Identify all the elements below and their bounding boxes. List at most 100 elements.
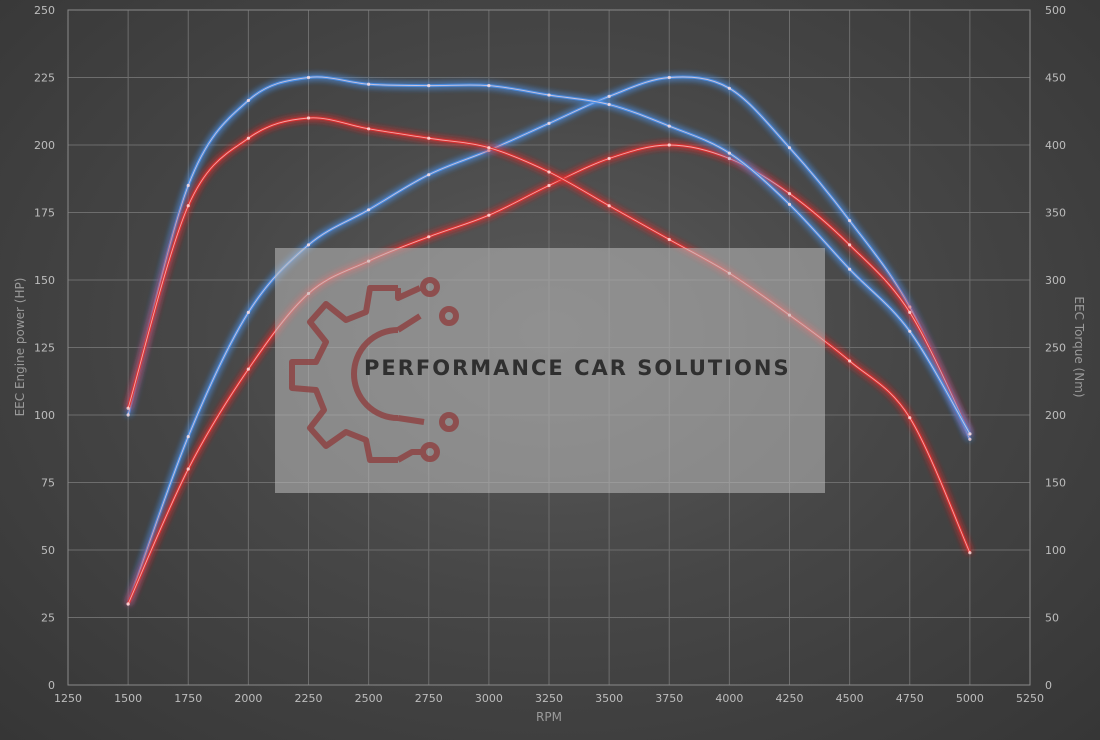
data-point (787, 202, 792, 206)
data-point (367, 208, 371, 212)
y-tick-label: 0 (48, 679, 55, 692)
data-point (968, 551, 972, 555)
data-point (607, 156, 611, 161)
y-axis-title: EEC Engine power (HP) (13, 278, 27, 417)
y2-tick-label: 200 (1045, 409, 1066, 422)
y-axis-left: 0 25 50 75 100 125 150 175 200 225 250 (34, 4, 55, 692)
y2-axis-title: EEC Torque (Nm) (1072, 296, 1086, 397)
data-point (848, 219, 852, 223)
data-point (306, 75, 311, 80)
data-point (727, 151, 731, 155)
data-point (787, 192, 792, 196)
watermark: PERFORMANCE CAR SOLUTIONS (275, 248, 825, 493)
data-point (186, 183, 190, 188)
gear-icon (289, 277, 459, 463)
data-point (727, 156, 731, 161)
series-2 (126, 143, 972, 606)
y-axis-right: 0 50 100 150 200 250 300 350 400 450 500 (1045, 4, 1066, 692)
data-point (848, 359, 852, 363)
data-point (186, 204, 190, 208)
data-point (848, 243, 852, 247)
data-point (126, 413, 130, 417)
y2-tick-label: 400 (1045, 139, 1066, 152)
data-point (246, 136, 250, 140)
x-tick-label: 3500 (595, 692, 623, 705)
data-point (487, 84, 491, 88)
x-tick-label: 5250 (1016, 692, 1044, 705)
data-point (667, 237, 671, 242)
data-point (367, 127, 371, 131)
data-point (667, 143, 671, 147)
data-point (186, 435, 190, 439)
y2-tick-label: 50 (1045, 612, 1059, 625)
data-point (306, 116, 311, 120)
data-point (547, 93, 551, 97)
data-point (246, 367, 250, 371)
data-point (607, 94, 611, 98)
series-1 (126, 75, 972, 606)
data-point (908, 310, 912, 314)
x-tick-label: 4750 (896, 692, 924, 705)
x-axis: 1250 1500 1750 2000 2250 2500 2750 3000 3250 3500… (54, 692, 1044, 705)
data-point (667, 124, 671, 128)
x-tick-label: 1250 (54, 692, 82, 705)
data-point (126, 406, 130, 410)
data-point (186, 467, 190, 471)
data-point (427, 136, 431, 140)
data-point (547, 183, 551, 188)
data-point (487, 148, 491, 152)
x-tick-label: 5000 (956, 692, 984, 705)
plot-frame (67, 9, 1031, 686)
data-point (607, 204, 611, 208)
series-lines (126, 75, 972, 606)
data-point (968, 437, 972, 441)
y2-tick-label: 450 (1045, 72, 1066, 85)
y2-tick-label: 150 (1045, 477, 1066, 490)
x-tick-label: 2000 (234, 692, 262, 705)
x-tick-label: 1500 (114, 692, 142, 705)
x-tick-label: 1750 (174, 692, 202, 705)
data-point (547, 170, 551, 174)
data-point (968, 432, 972, 436)
x-axis-title: RPM (536, 710, 562, 724)
y-tick-label: 250 (34, 4, 55, 17)
series-3 (126, 75, 972, 436)
y-tick-label: 50 (41, 544, 55, 557)
y-tick-label: 150 (34, 274, 55, 287)
y2-tick-label: 300 (1045, 274, 1066, 287)
y-tick-label: 225 (34, 72, 55, 85)
data-point (908, 416, 912, 420)
data-point (667, 75, 671, 80)
data-point (787, 146, 792, 150)
data-point (727, 86, 731, 90)
x-tick-label: 4250 (776, 692, 804, 705)
x-tick-label: 2750 (415, 692, 443, 705)
x-tick-label: 2250 (295, 692, 323, 705)
data-point (126, 602, 130, 606)
data-point (427, 173, 431, 177)
y-tick-label: 200 (34, 139, 55, 152)
data-point (908, 305, 912, 309)
y-tick-label: 175 (34, 207, 55, 220)
data-point (367, 82, 371, 86)
data-point (848, 267, 852, 271)
data-point (427, 84, 431, 88)
x-tick-label: 4000 (715, 692, 743, 705)
x-tick-label: 3000 (475, 692, 503, 705)
x-tick-label: 3750 (655, 692, 683, 705)
x-tick-label: 2500 (355, 692, 383, 705)
data-point (908, 329, 912, 333)
y2-tick-label: 0 (1045, 679, 1052, 692)
y2-tick-label: 250 (1045, 342, 1066, 355)
data-point (607, 102, 611, 107)
y-tick-label: 25 (41, 612, 55, 625)
watermark-text: PERFORMANCE CAR SOLUTIONS (364, 356, 791, 380)
data-point (487, 146, 491, 150)
y2-tick-label: 350 (1045, 207, 1066, 220)
data-point (246, 310, 250, 314)
y-tick-label: 75 (41, 477, 55, 490)
y2-tick-label: 100 (1045, 544, 1066, 557)
series-4 (126, 116, 972, 555)
x-tick-label: 3250 (535, 692, 563, 705)
